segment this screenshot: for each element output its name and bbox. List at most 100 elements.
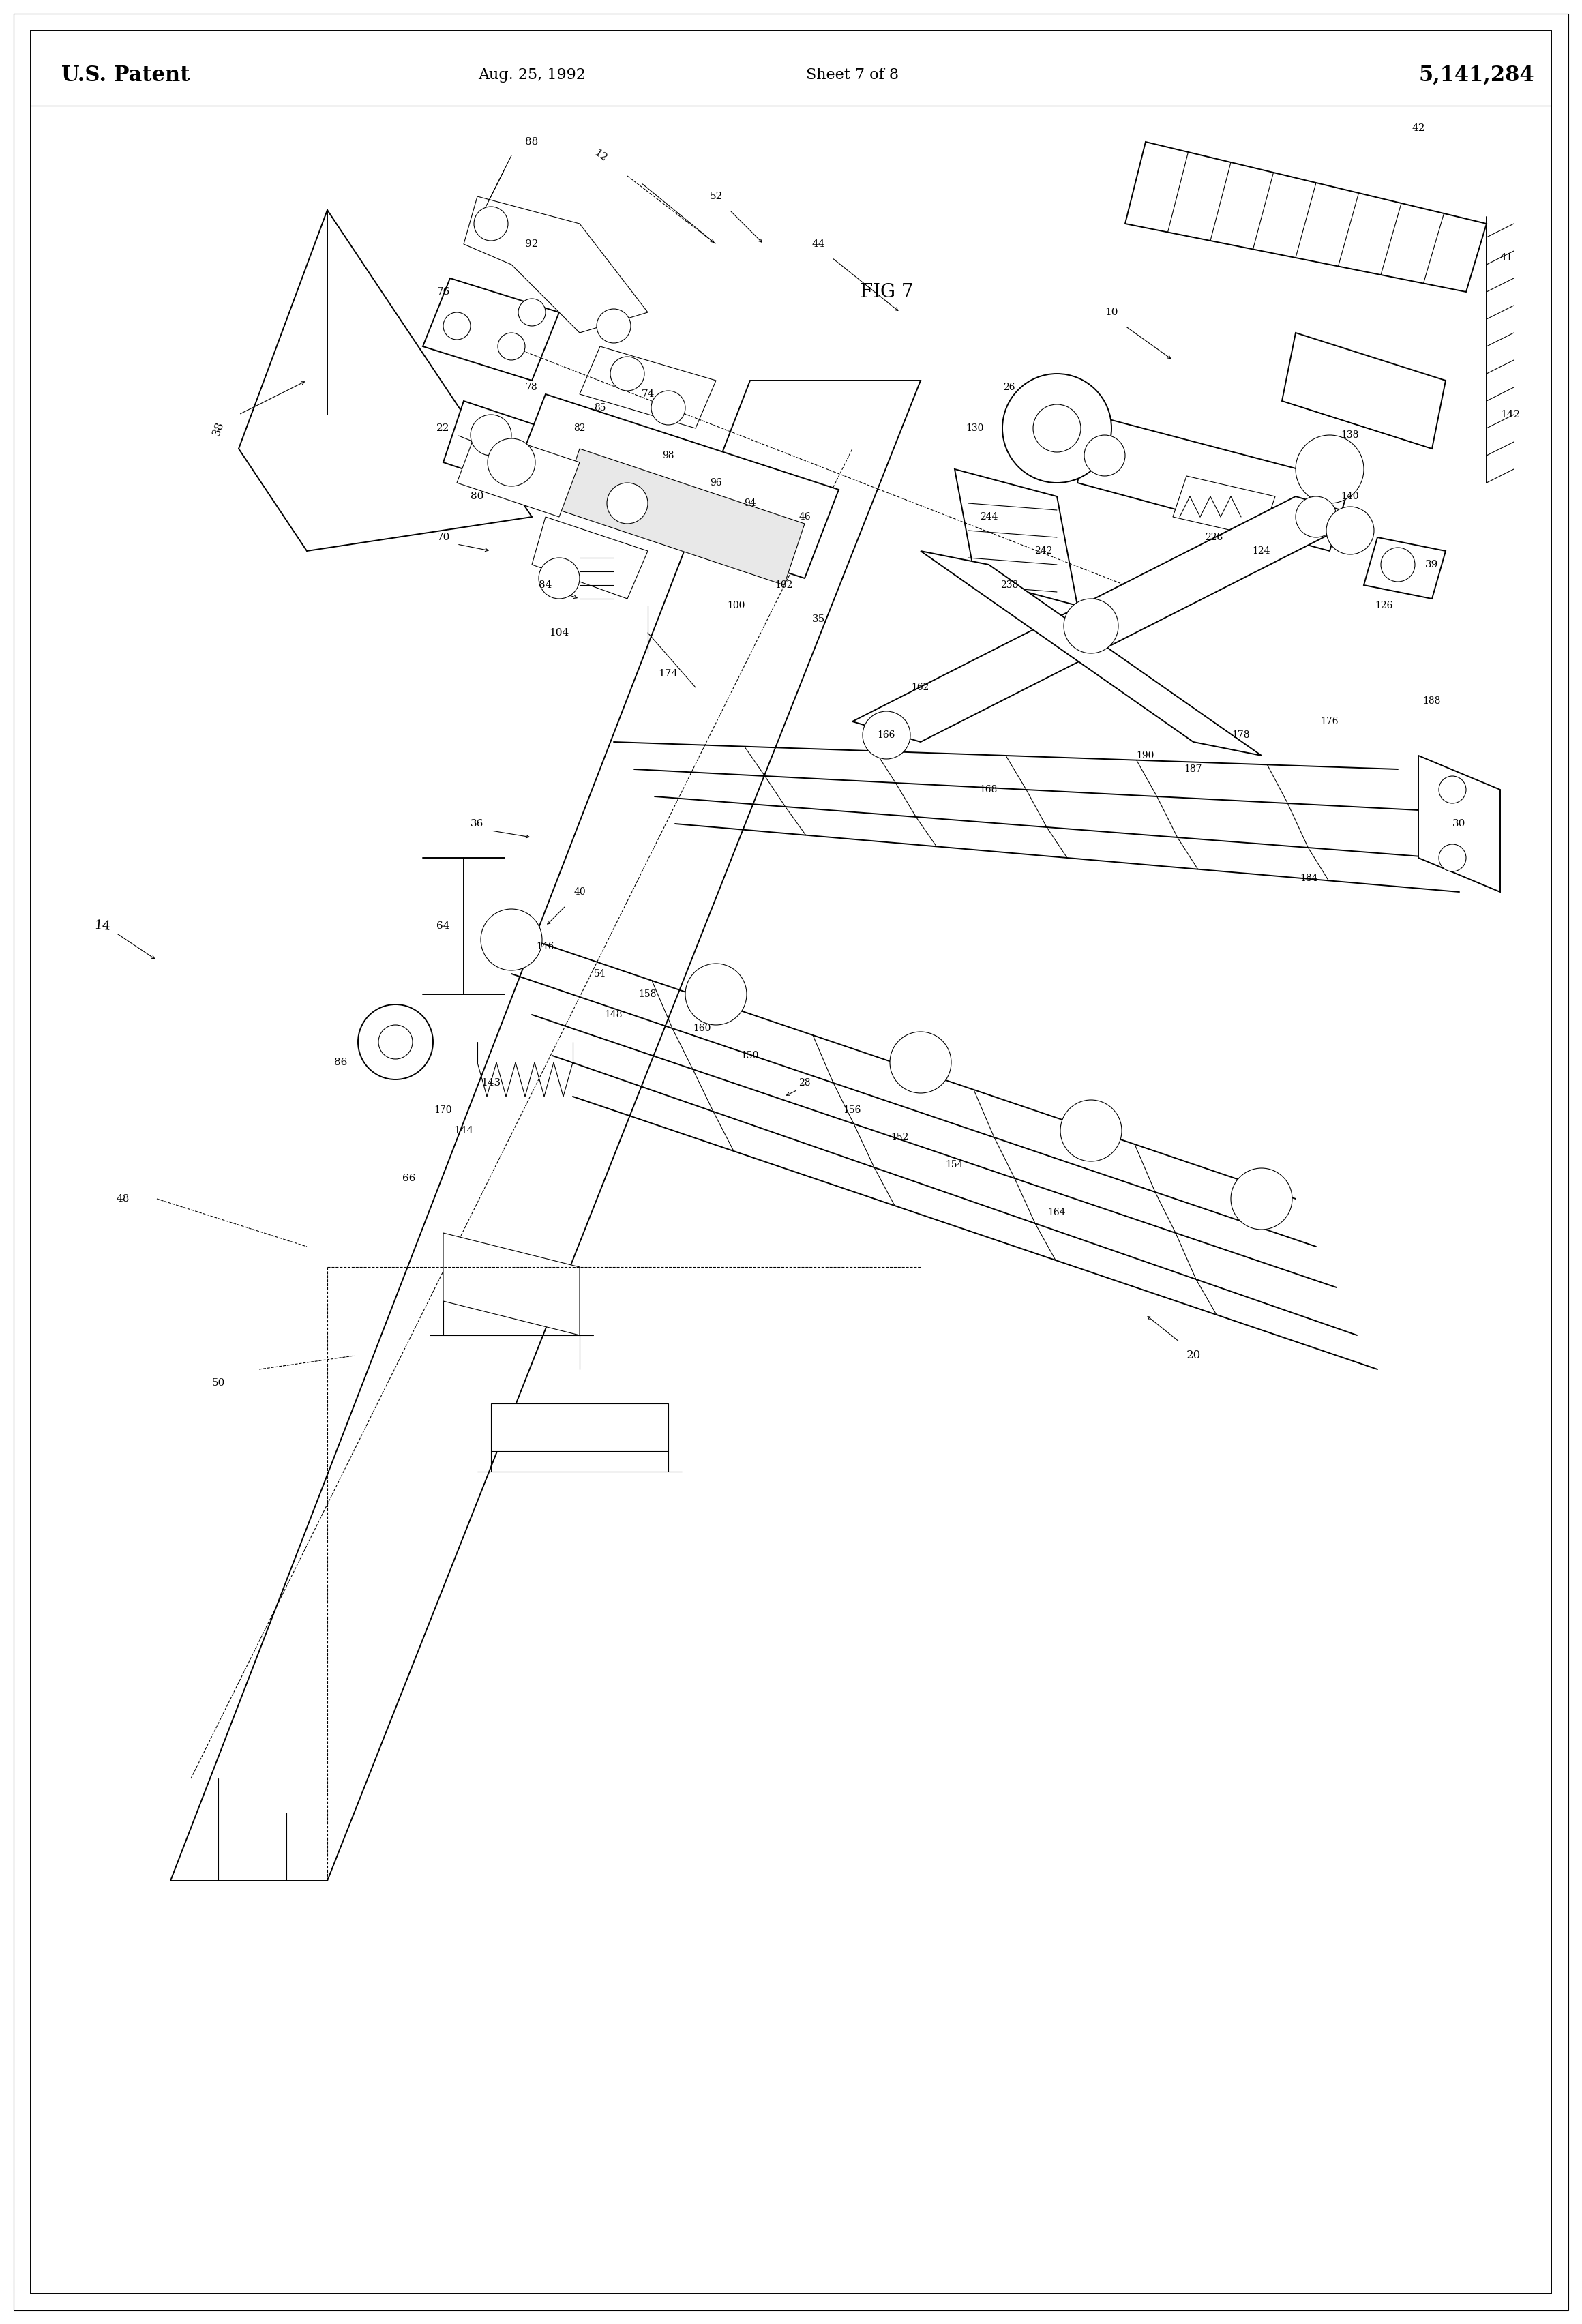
Text: 100: 100	[728, 602, 745, 611]
Text: 190: 190	[1136, 751, 1155, 760]
Circle shape	[1438, 776, 1467, 804]
Text: 74: 74	[641, 390, 655, 400]
Circle shape	[539, 558, 579, 600]
Polygon shape	[1419, 755, 1500, 892]
Text: 170: 170	[433, 1106, 452, 1116]
Text: 10: 10	[1104, 307, 1118, 316]
Circle shape	[596, 309, 631, 344]
Text: 98: 98	[663, 451, 674, 460]
Text: 50: 50	[212, 1378, 225, 1387]
Circle shape	[443, 311, 470, 339]
Circle shape	[1003, 374, 1112, 483]
Polygon shape	[490, 1404, 668, 1450]
Polygon shape	[1077, 414, 1349, 551]
Text: 84: 84	[539, 581, 552, 590]
Text: 156: 156	[843, 1106, 861, 1116]
Circle shape	[889, 1032, 951, 1092]
Text: 124: 124	[1253, 546, 1270, 555]
Text: 20: 20	[1186, 1350, 1201, 1362]
Circle shape	[1063, 600, 1118, 653]
Text: 26: 26	[1003, 383, 1016, 393]
Text: 92: 92	[525, 239, 538, 249]
Polygon shape	[1125, 142, 1487, 293]
Text: FIG 7: FIG 7	[859, 284, 913, 302]
Text: 82: 82	[574, 423, 585, 432]
Text: 41: 41	[1500, 253, 1514, 263]
Text: 28: 28	[799, 1078, 810, 1088]
Text: 30: 30	[1452, 818, 1465, 830]
Polygon shape	[511, 395, 838, 579]
Text: 150: 150	[740, 1050, 759, 1060]
Circle shape	[470, 414, 511, 456]
Circle shape	[487, 439, 535, 486]
Text: 148: 148	[604, 1011, 623, 1020]
Text: 39: 39	[1425, 560, 1438, 569]
Text: 238: 238	[1000, 581, 1019, 590]
Text: 242: 242	[1035, 546, 1052, 555]
Circle shape	[1438, 844, 1467, 872]
Text: 164: 164	[1047, 1208, 1066, 1218]
Text: 54: 54	[595, 969, 606, 978]
Text: 188: 188	[1422, 697, 1441, 706]
Text: 85: 85	[595, 402, 606, 414]
Text: 168: 168	[979, 786, 998, 795]
Text: 187: 187	[1185, 765, 1202, 774]
Circle shape	[1060, 1099, 1122, 1162]
Polygon shape	[853, 497, 1364, 741]
Polygon shape	[443, 402, 668, 530]
Text: 88: 88	[525, 137, 538, 146]
Text: 138: 138	[1342, 430, 1359, 439]
Text: 146: 146	[536, 941, 555, 951]
Text: 96: 96	[710, 479, 721, 488]
Text: 22: 22	[437, 423, 449, 432]
Text: 143: 143	[481, 1078, 501, 1088]
Text: 42: 42	[1411, 123, 1425, 132]
Circle shape	[1381, 548, 1414, 581]
Text: 70: 70	[437, 532, 449, 541]
Text: 38: 38	[210, 418, 226, 437]
Circle shape	[1296, 435, 1364, 504]
Text: 184: 184	[1300, 874, 1318, 883]
Text: 176: 176	[1321, 716, 1338, 725]
Text: 80: 80	[471, 493, 484, 502]
Text: U.S. Patent: U.S. Patent	[62, 65, 190, 86]
Polygon shape	[464, 198, 647, 332]
Circle shape	[1033, 404, 1081, 453]
Polygon shape	[921, 551, 1261, 755]
Text: 76: 76	[437, 288, 449, 297]
Polygon shape	[1281, 332, 1446, 449]
Text: 46: 46	[799, 511, 810, 521]
Polygon shape	[558, 449, 805, 586]
Text: 166: 166	[878, 730, 895, 739]
Text: 78: 78	[525, 383, 538, 393]
Circle shape	[1231, 1169, 1292, 1229]
Circle shape	[1326, 507, 1375, 555]
Polygon shape	[532, 516, 647, 600]
Polygon shape	[579, 346, 717, 428]
Text: 142: 142	[1500, 409, 1520, 418]
Text: 86: 86	[334, 1057, 348, 1067]
Polygon shape	[1172, 476, 1275, 537]
Circle shape	[611, 356, 644, 390]
Circle shape	[481, 909, 543, 971]
Text: 152: 152	[891, 1132, 910, 1141]
Text: 126: 126	[1375, 602, 1394, 611]
Circle shape	[475, 207, 508, 242]
Text: 64: 64	[437, 920, 449, 932]
Text: 130: 130	[967, 423, 984, 432]
Circle shape	[607, 483, 647, 523]
Circle shape	[652, 390, 685, 425]
Text: 40: 40	[574, 888, 585, 897]
Circle shape	[685, 964, 747, 1025]
Text: 35: 35	[812, 614, 824, 623]
Polygon shape	[422, 279, 558, 381]
Text: Sheet 7 of 8: Sheet 7 of 8	[805, 67, 899, 84]
Text: 104: 104	[549, 627, 570, 637]
Text: 228: 228	[1205, 532, 1223, 541]
Text: 158: 158	[639, 990, 657, 999]
Text: 178: 178	[1232, 730, 1250, 739]
Text: 244: 244	[979, 511, 998, 521]
Text: 160: 160	[693, 1023, 712, 1034]
Text: Aug. 25, 1992: Aug. 25, 1992	[478, 67, 585, 84]
Text: 144: 144	[454, 1125, 473, 1136]
